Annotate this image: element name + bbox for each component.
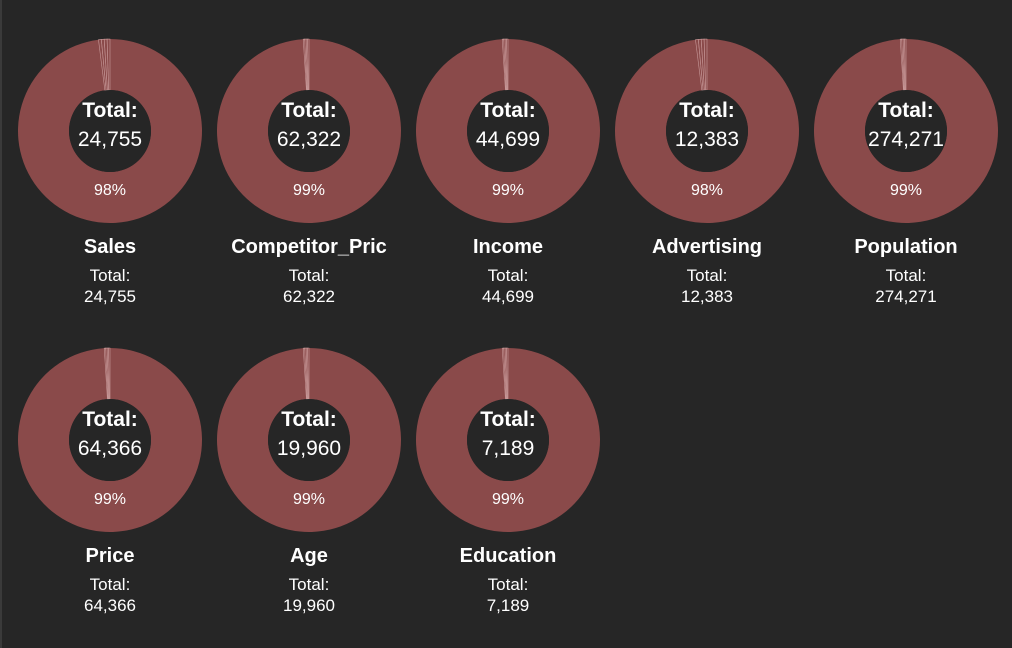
pie-slice-main	[615, 39, 799, 223]
subtitle-total-label: Total:	[686, 266, 728, 285]
donut-hole	[268, 90, 350, 172]
subtitle-total-value: 44,699	[482, 287, 534, 306]
donut-chart-2[interactable]	[413, 36, 603, 226]
donut-chart-3[interactable]	[612, 36, 802, 226]
subtitle-total-value: 62,322	[283, 287, 335, 306]
subtitle-total-value: 274,271	[875, 287, 937, 306]
pie-slice-main	[416, 39, 600, 223]
subtitle-total-value: 19,960	[283, 596, 335, 615]
donut-hole	[666, 90, 748, 172]
pie-slice-main	[814, 39, 998, 223]
left-edge-divider	[0, 0, 2, 648]
donut-hole	[467, 90, 549, 172]
center-total-value: 64,366	[77, 437, 143, 460]
donut-card-5[interactable]: Total: 64,366 99% Price Total: 64,366	[15, 345, 205, 645]
center-total-value: 44,699	[475, 128, 541, 151]
center-total-label: Total:	[281, 408, 337, 431]
center-total-label: Total:	[679, 99, 735, 122]
subtitle-total-label: Total:	[288, 575, 330, 594]
donut-card-4[interactable]: Total: 274,271 99% Population Total: 274…	[811, 36, 1001, 336]
pie-slice-main	[18, 348, 203, 532]
subtitle-total-value: 7,189	[486, 596, 530, 615]
chart-title: Sales	[83, 236, 137, 258]
chart-title: Education	[459, 545, 557, 567]
donut-card-7[interactable]: Total: 7,189 99% Education Total: 7,189	[413, 345, 603, 645]
pie-slice-main	[18, 39, 202, 223]
donut-hole	[69, 399, 151, 481]
chart-title: Competitor_Pric	[231, 236, 387, 258]
donut-card-1[interactable]: Total: 62,322 99% Competitor_Pric Total:…	[214, 36, 404, 336]
donut-chart-4[interactable]	[811, 36, 1001, 226]
donut-chart-1[interactable]	[214, 36, 404, 226]
donut-chart-5[interactable]	[15, 345, 205, 535]
donut-chart-0[interactable]	[15, 36, 205, 226]
center-total-label: Total:	[878, 99, 934, 122]
subtitle-total-value: 12,383	[681, 287, 733, 306]
slice-percent-label: 99%	[491, 182, 525, 199]
center-total-value: 274,271	[868, 128, 944, 151]
center-total-label: Total:	[82, 408, 138, 431]
subtitle-total-value: 24,755	[84, 287, 136, 306]
center-total-value: 24,755	[77, 128, 143, 151]
center-total-value: 62,322	[276, 128, 342, 151]
slice-percent-label: 99%	[93, 491, 127, 508]
pie-slice-main	[217, 39, 401, 223]
slice-percent-label: 99%	[491, 491, 525, 508]
center-total-value: 12,383	[674, 128, 740, 151]
donut-card-6[interactable]: Total: 19,960 99% Age Total: 19,960	[214, 345, 404, 645]
chart-title: Population	[854, 236, 958, 258]
donut-hole	[865, 90, 947, 172]
donut-hole	[268, 399, 350, 481]
subtitle-total-label: Total:	[487, 575, 529, 594]
pie-slice-main	[416, 348, 600, 532]
center-total-label: Total:	[281, 99, 337, 122]
center-total-label: Total:	[480, 408, 536, 431]
chart-title: Age	[290, 545, 328, 567]
donut-card-2[interactable]: Total: 44,699 99% Income Total: 44,699	[413, 36, 603, 336]
chart-title: Advertising	[651, 236, 763, 258]
subtitle-total-value: 64,366	[84, 596, 136, 615]
donut-hole	[467, 399, 549, 481]
donut-hole	[69, 90, 151, 172]
slice-percent-label: 99%	[292, 182, 326, 199]
donut-chart-7[interactable]	[413, 345, 603, 535]
center-total-value: 7,189	[481, 437, 535, 460]
subtitle-total-label: Total:	[89, 266, 131, 285]
chart-title: Price	[85, 545, 135, 567]
slice-percent-label: 99%	[889, 182, 923, 199]
subtitle-total-label: Total:	[288, 266, 330, 285]
pie-slice-main	[217, 348, 401, 532]
center-total-value: 19,960	[276, 437, 342, 460]
slice-percent-label: 98%	[690, 182, 724, 199]
chart-title: Income	[472, 236, 544, 258]
donut-chart-6[interactable]	[214, 345, 404, 535]
donut-card-3[interactable]: Total: 12,383 98% Advertising Total: 12,…	[612, 36, 802, 336]
subtitle-total-label: Total:	[885, 266, 927, 285]
subtitle-total-label: Total:	[487, 266, 529, 285]
slice-percent-label: 98%	[93, 182, 127, 199]
center-total-label: Total:	[480, 99, 536, 122]
subtitle-total-label: Total:	[89, 575, 131, 594]
center-total-label: Total:	[82, 99, 138, 122]
slice-percent-label: 99%	[292, 491, 326, 508]
donut-card-0[interactable]: Total: 24,755 98% Sales Total: 24,755	[15, 36, 205, 336]
